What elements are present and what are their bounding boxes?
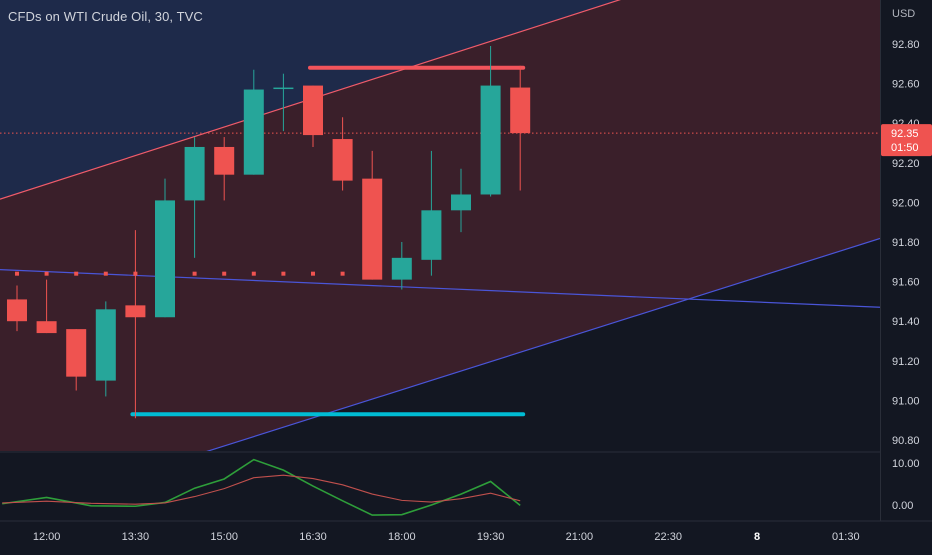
candle[interactable]	[214, 137, 235, 201]
candle[interactable]	[332, 117, 353, 191]
price-tick-label: 91.60	[892, 277, 920, 289]
channel-upper-fill	[0, 0, 880, 200]
candle-body[interactable]	[184, 146, 205, 201]
oscillator-series-red	[2, 474, 521, 505]
price-tick-label: 90.80	[892, 435, 920, 447]
candle[interactable]	[421, 150, 442, 276]
candle-body[interactable]	[214, 146, 235, 175]
last-price-countdown: 01:50	[891, 142, 919, 154]
candle[interactable]	[155, 178, 175, 318]
price-tick-label: 91.80	[892, 237, 920, 249]
candle[interactable]	[303, 85, 323, 147]
trendline-lower	[206, 237, 880, 451]
candle[interactable]	[391, 242, 412, 290]
price-tick-label: 92.00	[892, 197, 920, 209]
time-tick-label: 19:30	[477, 531, 505, 543]
candle[interactable]	[451, 168, 471, 233]
trendlines	[0, 0, 880, 451]
candle-body[interactable]	[480, 85, 501, 195]
trendline-mid	[0, 269, 880, 308]
dotted-level-mark	[311, 271, 315, 276]
candle-body[interactable]	[95, 309, 116, 381]
candle-body[interactable]	[303, 85, 323, 136]
candle-body[interactable]	[362, 178, 383, 280]
time-tick-label: 22:30	[654, 531, 682, 543]
dotted-level-mark	[15, 271, 19, 276]
dotted-level-mark	[222, 271, 227, 276]
time-tick-label: 12:00	[33, 531, 61, 543]
axes: 90.80 91.00 91.20 91.40 91.60 91.80 92.00 92.20…	[0, 0, 932, 543]
last-price-badge-bg	[881, 124, 932, 157]
price-tick-label: 91.20	[892, 356, 920, 368]
price-tick-label: 91.40	[892, 316, 920, 328]
oscillator-pane	[2, 458, 521, 516]
candle[interactable]	[510, 65, 531, 191]
chart-title[interactable]: CFDs on WTI Crude Oil, 30, TVC	[8, 9, 203, 24]
price-tick-label: 92.20	[892, 158, 920, 170]
candle[interactable]	[184, 137, 205, 258]
candle-body[interactable]	[332, 139, 353, 181]
time-tick-label: 8	[754, 531, 760, 543]
horizontal-levels	[0, 65, 880, 417]
price-axis-unit: USD	[892, 8, 916, 20]
time-tick-label: 16:30	[299, 531, 327, 543]
candle-body[interactable]	[243, 89, 264, 175]
candle-body[interactable]	[451, 194, 471, 211]
last-price-badge[interactable]: 92.35 01:50	[881, 124, 932, 157]
price-tick-label: 91.00	[892, 395, 920, 407]
candle-body[interactable]	[155, 200, 175, 318]
dotted-level-mark	[44, 271, 49, 276]
price-tick-label: 92.60	[892, 79, 920, 91]
oscillator-series-green	[2, 458, 521, 516]
time-tick-label: 15:00	[210, 531, 238, 543]
candle-body[interactable]	[66, 329, 87, 377]
time-tick-label: 21:00	[566, 531, 594, 543]
candle[interactable]	[7, 285, 27, 332]
candle[interactable]	[362, 150, 383, 280]
time-tick-label: 01:30	[832, 531, 860, 543]
candle-body[interactable]	[421, 210, 442, 260]
time-tick-label: 18:00	[388, 531, 416, 543]
dotted-level-mark	[281, 271, 286, 276]
candle[interactable]	[95, 301, 116, 397]
time-tick-label: 13:30	[122, 531, 150, 543]
candle[interactable]	[243, 69, 264, 175]
price-tick-label: 92.80	[892, 39, 920, 51]
candle[interactable]	[125, 230, 146, 419]
candle[interactable]	[273, 73, 294, 132]
last-price-value: 92.35	[891, 128, 919, 140]
dotted-level-mark	[251, 271, 256, 276]
candle-body[interactable]	[125, 305, 146, 318]
candle[interactable]	[36, 279, 57, 334]
dotted-level-mark	[103, 271, 108, 276]
candle[interactable]	[480, 45, 501, 197]
oscillator-tick-label: 0.00	[892, 500, 913, 512]
candles[interactable]	[7, 45, 531, 419]
dotted-level-mark	[192, 271, 197, 276]
candle-body[interactable]	[36, 321, 57, 334]
candle-body[interactable]	[391, 257, 412, 280]
candle[interactable]	[66, 329, 87, 391]
oscillator-tick-label: 10.00	[892, 458, 920, 470]
dotted-level-mark	[74, 271, 79, 276]
trendline-upper	[0, 0, 621, 200]
candle-body[interactable]	[510, 87, 531, 134]
dotted-level-mark	[340, 271, 345, 276]
candle-body[interactable]	[273, 87, 294, 90]
candle-body[interactable]	[7, 299, 27, 322]
